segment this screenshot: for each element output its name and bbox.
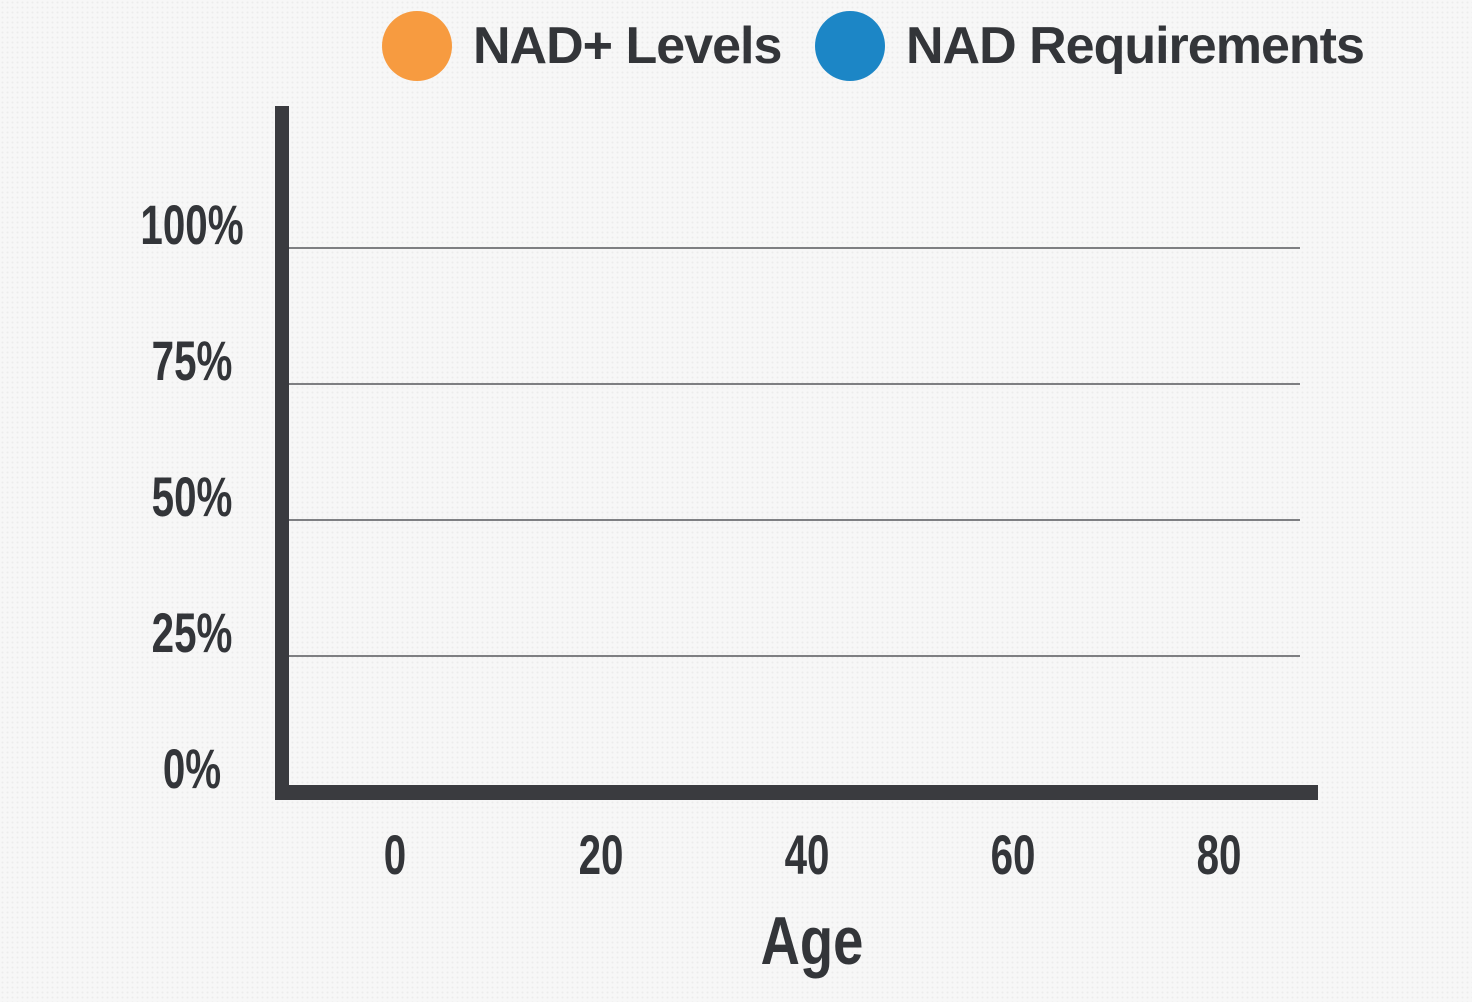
x-tick-label: 80: [1196, 823, 1242, 886]
gridline: [289, 383, 1300, 386]
x-axis-line: [275, 785, 1318, 800]
legend-label-nad-levels: NAD+ Levels: [473, 17, 782, 75]
y-tick-label: 100%: [140, 193, 244, 257]
legend-circle-blue-icon: [815, 11, 885, 81]
gridline: [289, 247, 1300, 250]
y-tick-label: 25%: [151, 601, 233, 665]
y-tick-label: 50%: [151, 465, 233, 529]
legend-circle-orange-icon: [382, 11, 452, 81]
x-tick-label: 40: [784, 823, 830, 886]
legend-item-nad-levels: NAD+ Levels: [382, 10, 782, 82]
y-tick-label: 75%: [151, 329, 233, 393]
legend-item-nad-requirements: NAD Requirements: [815, 10, 1365, 82]
x-axis-title: Age: [760, 903, 864, 979]
x-tick-label: 60: [990, 823, 1036, 886]
y-axis-line: [275, 106, 289, 800]
gridline: [289, 655, 1300, 658]
gridline: [289, 519, 1300, 522]
x-tick-label: 0: [383, 823, 407, 886]
x-tick-label: 20: [578, 823, 624, 886]
y-tick-label: 0%: [162, 737, 222, 800]
legend-label-nad-requirements: NAD Requirements: [906, 17, 1365, 75]
